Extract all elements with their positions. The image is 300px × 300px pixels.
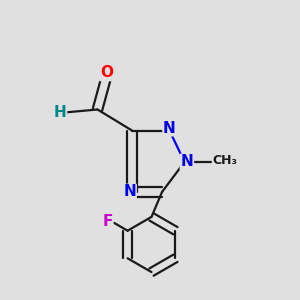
Text: N: N bbox=[181, 154, 193, 169]
Text: O: O bbox=[100, 65, 113, 80]
Text: H: H bbox=[54, 105, 66, 120]
Text: CH₃: CH₃ bbox=[212, 154, 238, 167]
Text: F: F bbox=[102, 214, 113, 229]
Text: N: N bbox=[123, 184, 136, 200]
Text: N: N bbox=[163, 121, 176, 136]
